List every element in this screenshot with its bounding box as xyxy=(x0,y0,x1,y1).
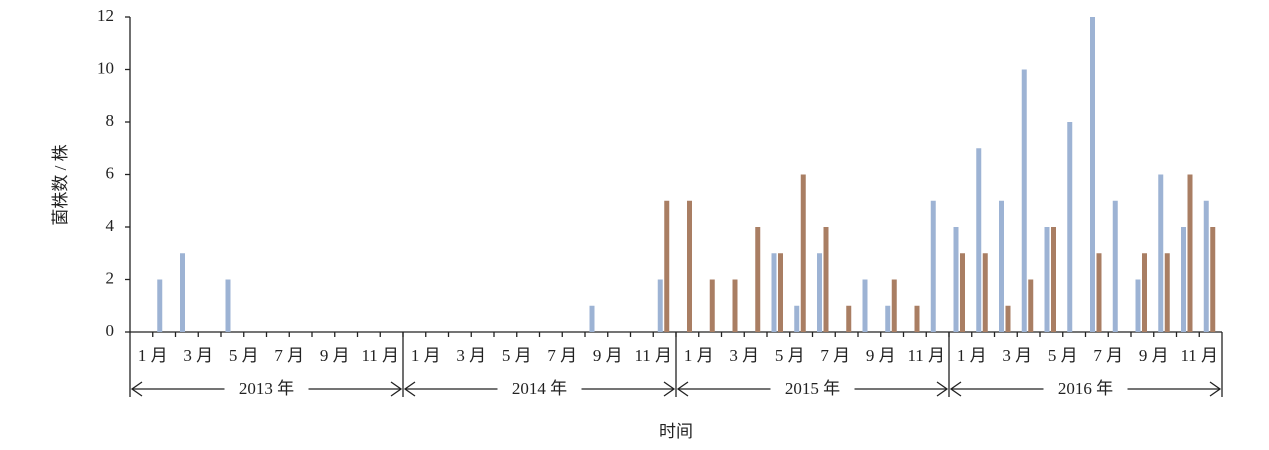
bar xyxy=(914,305,920,332)
bar xyxy=(771,253,777,332)
bar xyxy=(1158,174,1164,332)
arrow-head xyxy=(663,381,676,397)
arrow-head xyxy=(949,381,962,397)
bar xyxy=(930,200,936,332)
x-tick-label: 11 月 xyxy=(1180,346,1218,365)
bar xyxy=(1044,227,1050,332)
bar xyxy=(1210,227,1216,332)
arrow-head xyxy=(390,381,403,397)
arrow-head xyxy=(130,381,143,397)
bar xyxy=(823,227,829,332)
x-tick-label: 7 月 xyxy=(820,346,850,365)
x-tick-label: 5 月 xyxy=(229,346,259,365)
x-tick-label: 3 月 xyxy=(1002,346,1032,365)
arrow-head xyxy=(403,381,416,397)
y-tick-label: 12 xyxy=(97,6,114,25)
bar xyxy=(180,253,185,332)
x-tick-label: 3 月 xyxy=(456,346,486,365)
group-label: 2016 年 xyxy=(1058,379,1113,398)
bar xyxy=(589,305,595,332)
y-tick-label: 6 xyxy=(106,163,115,182)
x-tick-label: 7 月 xyxy=(274,346,304,365)
bar xyxy=(1051,227,1056,332)
bar xyxy=(846,305,852,332)
bar xyxy=(891,279,897,332)
x-tick-label: 7 月 xyxy=(547,346,577,365)
bar xyxy=(1090,17,1095,332)
arrow-head xyxy=(1209,381,1222,397)
bar xyxy=(709,279,715,332)
bar xyxy=(1028,279,1034,332)
x-tick-label: 3 月 xyxy=(183,346,213,365)
y-tick-label: 2 xyxy=(106,268,115,287)
x-tick-label: 1 月 xyxy=(138,346,168,365)
x-tick-label: 5 月 xyxy=(502,346,532,365)
bar xyxy=(953,227,959,332)
x-tick-label: 11 月 xyxy=(634,346,672,365)
x-tick-label: 1 月 xyxy=(684,346,714,365)
x-tick-label: 3 月 xyxy=(729,346,759,365)
group-label: 2013 年 xyxy=(239,379,294,398)
bar xyxy=(982,253,988,332)
bar xyxy=(817,253,822,332)
arrow-head xyxy=(676,381,689,397)
bar xyxy=(862,279,868,332)
bar xyxy=(1112,200,1118,332)
bar xyxy=(755,227,761,332)
bar xyxy=(1142,253,1147,332)
bar xyxy=(1021,69,1027,332)
bar xyxy=(960,253,965,332)
x-tick-label: 1 月 xyxy=(411,346,441,365)
bar xyxy=(225,279,231,332)
bar xyxy=(800,174,806,332)
bar xyxy=(664,200,670,332)
arrow-head xyxy=(936,381,949,397)
bar xyxy=(1203,200,1209,332)
bar xyxy=(157,279,163,332)
x-axis-title: 时间 xyxy=(659,422,693,441)
group-label: 2014 年 xyxy=(512,379,567,398)
bar xyxy=(657,279,663,332)
y-tick-label: 8 xyxy=(106,111,115,130)
y-tick-label: 0 xyxy=(106,321,115,340)
bar xyxy=(1181,227,1186,332)
bar xyxy=(1135,279,1141,332)
bar xyxy=(1005,305,1011,332)
x-tick-label: 9 月 xyxy=(866,346,896,365)
bar xyxy=(1164,253,1170,332)
x-tick-label: 5 月 xyxy=(1048,346,1078,365)
bar xyxy=(687,200,692,332)
group-label: 2015 年 xyxy=(785,379,840,398)
bar xyxy=(794,305,800,332)
x-tick-label: 9 月 xyxy=(1139,346,1169,365)
bar xyxy=(1067,122,1073,332)
x-tick-label: 9 月 xyxy=(593,346,623,365)
x-tick-label: 1 月 xyxy=(957,346,987,365)
y-axis-title: 菌株数 / 株 xyxy=(51,144,70,225)
x-tick-label: 7 月 xyxy=(1093,346,1123,365)
bar xyxy=(976,148,982,332)
bar xyxy=(885,305,891,332)
bar xyxy=(1187,174,1193,332)
x-tick-label: 5 月 xyxy=(775,346,805,365)
bar xyxy=(732,279,738,332)
x-tick-label: 11 月 xyxy=(361,346,399,365)
x-tick-label: 11 月 xyxy=(907,346,945,365)
y-tick-label: 4 xyxy=(106,216,115,235)
bar xyxy=(778,253,783,332)
bar xyxy=(999,200,1004,332)
x-tick-label: 9 月 xyxy=(320,346,350,365)
bar xyxy=(1096,253,1102,332)
y-tick-label: 10 xyxy=(97,58,114,77)
